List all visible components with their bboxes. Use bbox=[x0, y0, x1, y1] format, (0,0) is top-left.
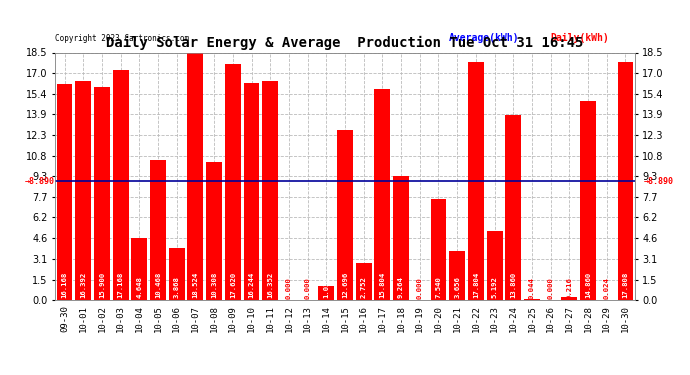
Text: 7.540: 7.540 bbox=[435, 276, 442, 298]
Bar bbox=[262, 81, 278, 300]
Text: 0.044: 0.044 bbox=[529, 278, 535, 299]
Bar bbox=[244, 82, 259, 300]
Text: 17.168: 17.168 bbox=[117, 272, 124, 298]
Text: 0.000: 0.000 bbox=[304, 278, 310, 299]
Text: 1.032: 1.032 bbox=[324, 276, 329, 298]
Bar bbox=[169, 248, 185, 300]
Text: 12.696: 12.696 bbox=[342, 272, 348, 298]
Text: Average(kWh): Average(kWh) bbox=[449, 33, 520, 43]
Bar bbox=[94, 87, 110, 300]
Text: 0.216: 0.216 bbox=[566, 278, 573, 299]
Bar bbox=[112, 70, 128, 300]
Text: 4.648: 4.648 bbox=[137, 276, 142, 298]
Bar bbox=[505, 115, 521, 300]
Text: 10.308: 10.308 bbox=[211, 272, 217, 298]
Text: 16.168: 16.168 bbox=[61, 272, 68, 298]
Bar bbox=[618, 62, 633, 300]
Bar bbox=[75, 81, 91, 300]
Text: 15.804: 15.804 bbox=[380, 272, 386, 298]
Text: 0.000: 0.000 bbox=[286, 278, 292, 299]
Title: Daily Solar Energy & Average  Production Tue Oct 31 16:45: Daily Solar Energy & Average Production … bbox=[106, 36, 584, 50]
Text: 2.752: 2.752 bbox=[361, 276, 366, 298]
Text: →8.890: →8.890 bbox=[644, 177, 674, 186]
Text: 3.656: 3.656 bbox=[454, 276, 460, 298]
Text: 10.468: 10.468 bbox=[155, 272, 161, 298]
Bar bbox=[449, 251, 465, 300]
Text: 16.352: 16.352 bbox=[267, 272, 273, 298]
Bar bbox=[431, 199, 446, 300]
Bar bbox=[188, 52, 204, 300]
Text: 16.392: 16.392 bbox=[80, 272, 86, 298]
Text: 17.804: 17.804 bbox=[473, 272, 479, 298]
Text: 0.000: 0.000 bbox=[548, 278, 553, 299]
Text: →8.890: →8.890 bbox=[26, 177, 55, 186]
Bar bbox=[562, 297, 578, 300]
Text: Copyright 2023 Cartronics.com: Copyright 2023 Cartronics.com bbox=[55, 34, 189, 43]
Text: 3.868: 3.868 bbox=[174, 276, 179, 298]
Bar bbox=[468, 62, 484, 300]
Text: 14.860: 14.860 bbox=[585, 272, 591, 298]
Text: 17.620: 17.620 bbox=[230, 272, 236, 298]
Text: 0.000: 0.000 bbox=[417, 278, 423, 299]
Bar bbox=[393, 176, 409, 300]
Text: 16.244: 16.244 bbox=[248, 272, 255, 298]
Bar bbox=[580, 101, 596, 300]
Bar bbox=[356, 263, 372, 300]
Text: 18.524: 18.524 bbox=[193, 272, 199, 298]
Bar bbox=[206, 162, 222, 300]
Text: 13.860: 13.860 bbox=[511, 272, 516, 298]
Text: 17.808: 17.808 bbox=[622, 272, 629, 298]
Bar bbox=[318, 286, 334, 300]
Bar bbox=[486, 231, 502, 300]
Bar bbox=[375, 88, 391, 300]
Bar bbox=[131, 238, 147, 300]
Bar bbox=[524, 299, 540, 300]
Text: 0.024: 0.024 bbox=[604, 278, 610, 299]
Text: Daily(kWh): Daily(kWh) bbox=[551, 33, 609, 43]
Bar bbox=[337, 130, 353, 300]
Text: 15.900: 15.900 bbox=[99, 272, 105, 298]
Bar bbox=[225, 64, 241, 300]
Bar bbox=[150, 160, 166, 300]
Text: 5.192: 5.192 bbox=[491, 276, 497, 298]
Text: 9.264: 9.264 bbox=[398, 276, 404, 298]
Bar bbox=[57, 84, 72, 300]
